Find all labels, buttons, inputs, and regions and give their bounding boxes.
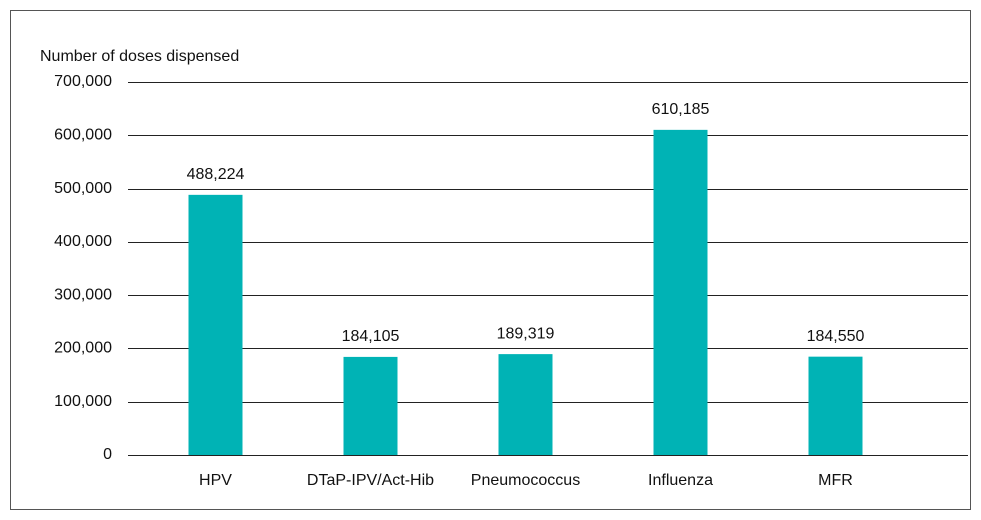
y-tick-label: 500,000 — [54, 180, 112, 197]
y-tick-label: 100,000 — [54, 393, 112, 410]
bar — [653, 129, 708, 455]
bar — [188, 194, 243, 455]
data-label: 488,224 — [187, 166, 245, 183]
x-tick-label: HPV — [199, 472, 232, 489]
chart-frame — [10, 10, 971, 510]
x-tick-label: DTaP-IPV/Act-Hib — [307, 472, 434, 489]
data-label: 610,185 — [652, 101, 710, 118]
y-axis-label: Number of doses dispensed — [40, 48, 239, 65]
y-tick-label: 700,000 — [54, 73, 112, 90]
y-tick-label: 300,000 — [54, 286, 112, 303]
bar — [808, 356, 863, 455]
data-label: 184,550 — [807, 328, 865, 345]
y-tick-label: 200,000 — [54, 340, 112, 357]
bar — [343, 356, 398, 455]
y-tick-label: 600,000 — [54, 127, 112, 144]
data-label: 184,105 — [342, 328, 400, 345]
x-tick-label: MFR — [818, 472, 853, 489]
y-tick-label: 0 — [103, 446, 112, 463]
y-tick-label: 400,000 — [54, 233, 112, 250]
x-tick-label: Pneumococcus — [471, 472, 580, 489]
data-label: 189,319 — [497, 325, 555, 342]
bar — [498, 354, 553, 455]
x-tick-label: Influenza — [648, 472, 713, 489]
